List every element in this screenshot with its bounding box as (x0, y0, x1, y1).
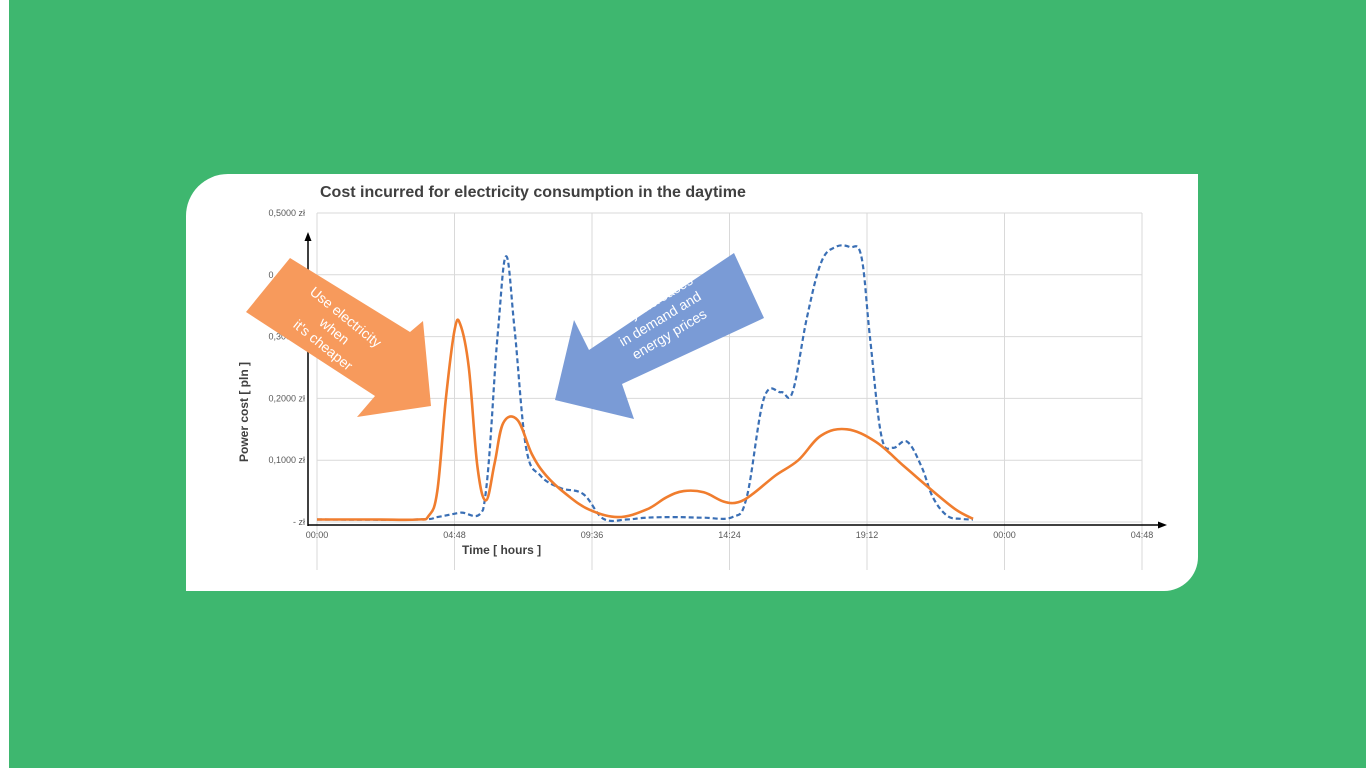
x-tick-label: 09:36 (581, 530, 604, 540)
x-tick-label: 19:12 (856, 530, 879, 540)
series-line-dashed (316, 244, 974, 523)
blue-callout-arrow: Daily increases in demand and energy pri… (555, 253, 764, 419)
y-tick-labels: - zł0,1000 zł0,2000 zł0,3000 zł0,4000 zł… (268, 208, 305, 527)
series-layer (316, 244, 974, 523)
x-tick-label: 00:00 (993, 530, 1016, 540)
x-tick-label: 04:48 (443, 530, 466, 540)
blue-arrow-shape (555, 253, 764, 419)
y-axis-arrowhead (304, 232, 312, 241)
x-tick-label: 00:00 (306, 530, 329, 540)
series-line-solid (317, 318, 974, 522)
chart-grid (316, 212, 1143, 570)
x-tick-label: 14:24 (718, 530, 741, 540)
x-tick-label: 04:48 (1131, 530, 1154, 540)
y-tick-label: 0,1000 zł (268, 455, 305, 465)
x-axis-arrowhead (1158, 521, 1167, 529)
y-axis-title: Power cost [ pln ] (237, 362, 251, 462)
y-tick-label: 0,5000 zł (268, 208, 305, 218)
x-axis-title: Time [ hours ] (462, 543, 541, 557)
y-tick-label: 0,2000 zł (268, 393, 305, 403)
chart-title: Cost incurred for electricity consumptio… (320, 184, 746, 201)
orange-arrow-shape (246, 258, 431, 417)
x-tick-labels: 00:00 04:48 09:36 14:24 19:12 00:00 04:48 (306, 530, 1154, 540)
y-tick-label: - zł (293, 517, 305, 527)
